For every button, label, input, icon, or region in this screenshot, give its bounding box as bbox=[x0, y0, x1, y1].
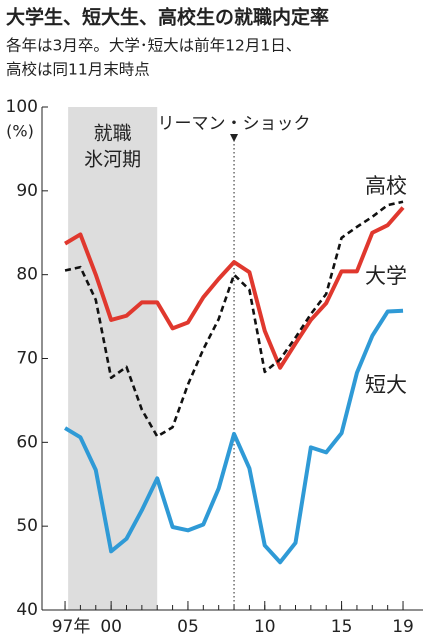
x-tick-label: 00 bbox=[100, 617, 122, 637]
series-label: 短大 bbox=[365, 373, 407, 397]
y-tick-label: 40 bbox=[16, 600, 38, 620]
series-line bbox=[64, 308, 404, 565]
y-tick-label: 60 bbox=[16, 432, 38, 452]
subtitle: 各年は3月卒。大学･短大は前年12月1日、 bbox=[6, 37, 301, 55]
series-label: 大学 bbox=[365, 264, 407, 288]
x-tick-label: 15 bbox=[331, 617, 353, 637]
shaded-span-label: 氷河期 bbox=[84, 149, 141, 171]
series-line bbox=[64, 200, 404, 438]
shaded-span bbox=[68, 107, 158, 610]
y-tick-label: 70 bbox=[16, 349, 38, 369]
shaded-span-label: 就職 bbox=[94, 123, 132, 145]
subtitle: 高校は同11月末時点 bbox=[6, 61, 150, 79]
series-line bbox=[64, 206, 405, 370]
event-marker bbox=[230, 134, 239, 142]
x-tick-label: 05 bbox=[177, 617, 199, 637]
series-label: 高校 bbox=[365, 174, 407, 198]
y-tick-label: 90 bbox=[16, 181, 38, 201]
y-tick-label: 100 bbox=[6, 97, 38, 117]
y-axis-label: (%) bbox=[6, 122, 34, 141]
event-label: リーマン・ショック bbox=[158, 114, 311, 134]
y-tick-label: 50 bbox=[16, 516, 38, 536]
x-tick-label: 97年 bbox=[52, 617, 91, 637]
chart-title: 大学生、短大生、高校生の就職内定率 bbox=[6, 6, 329, 29]
x-tick-label: 19 bbox=[392, 617, 414, 637]
x-tick-label: 10 bbox=[254, 617, 276, 637]
y-tick-label: 80 bbox=[16, 265, 38, 285]
